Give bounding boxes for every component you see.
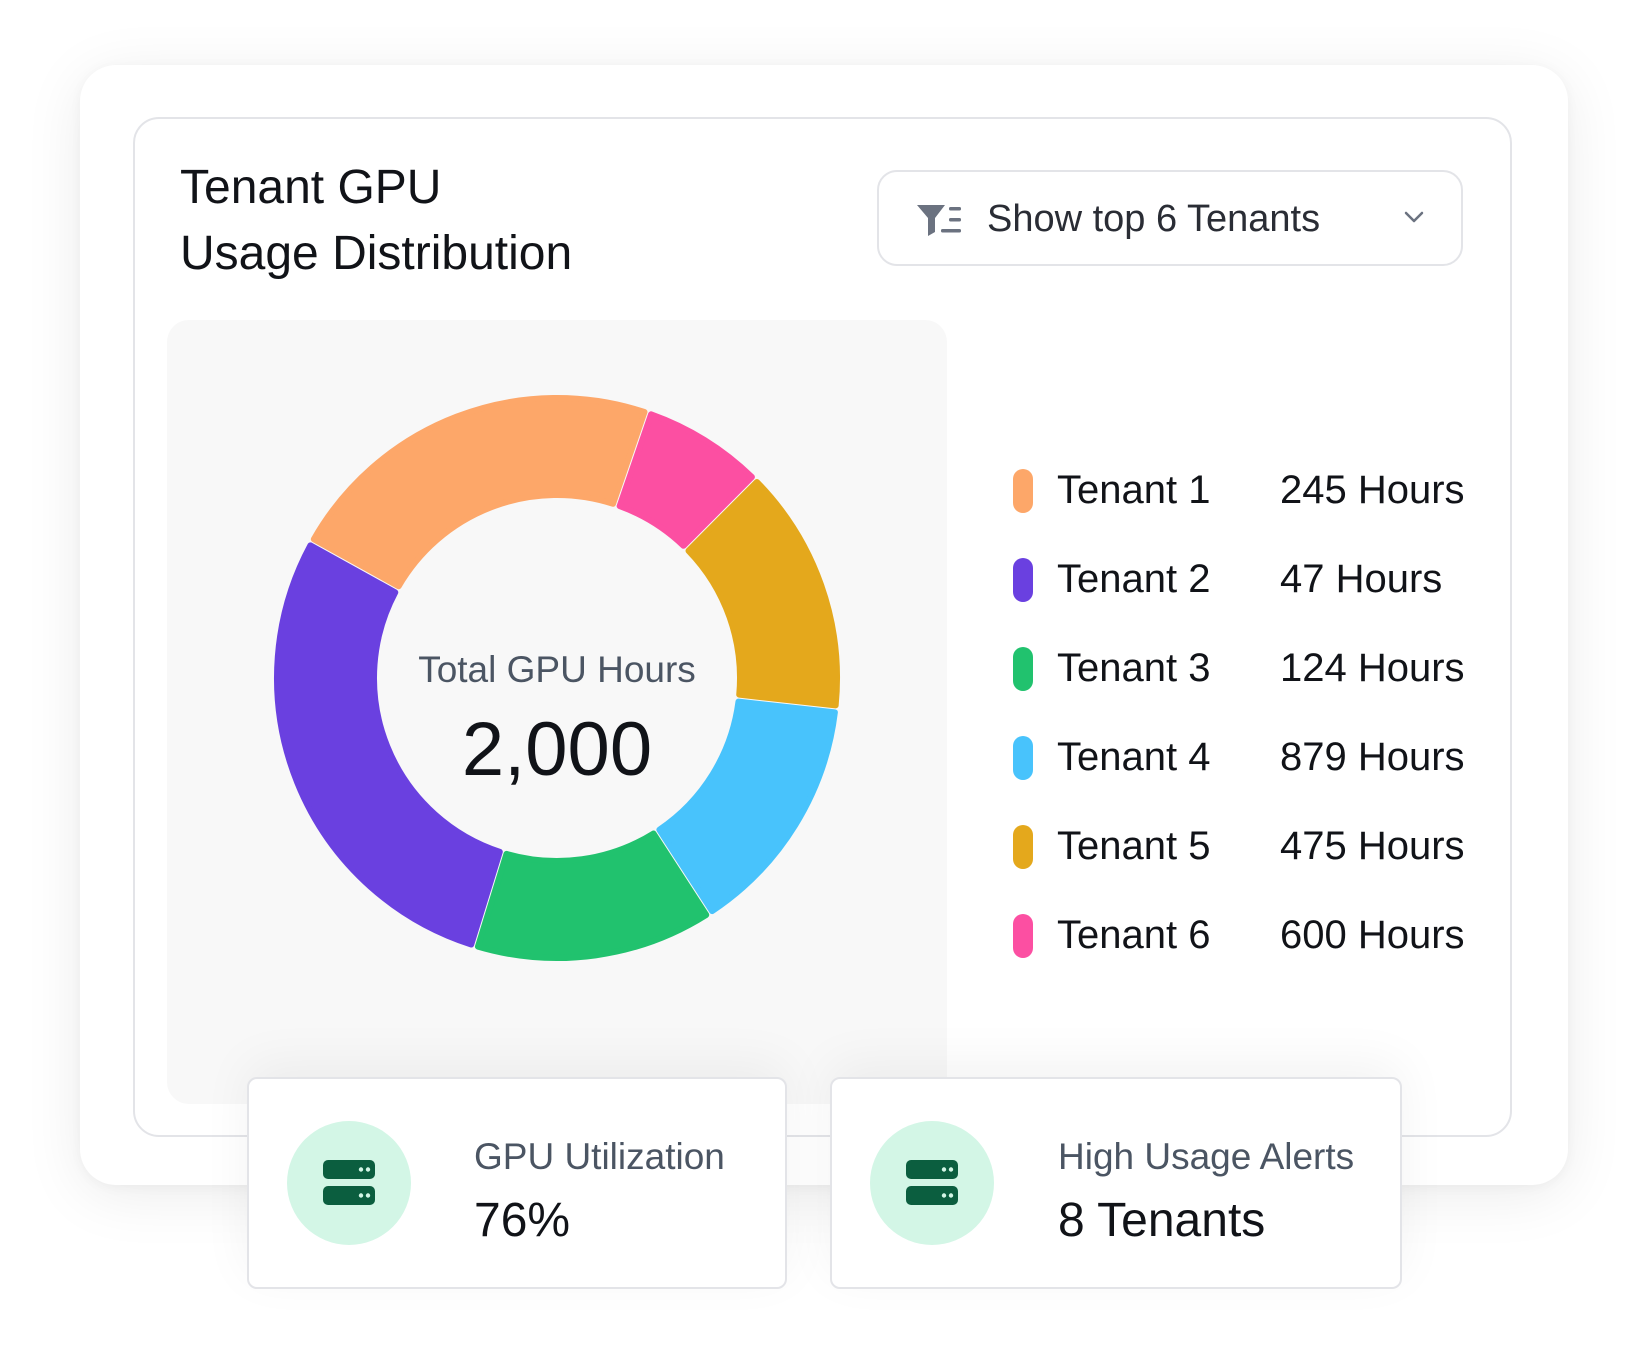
legend-value: 47 Hours <box>1280 557 1443 601</box>
legend-swatch <box>1013 558 1033 602</box>
legend-item: Tenant 3 124 Hours <box>1013 636 1493 725</box>
legend-value: 879 Hours <box>1280 735 1465 779</box>
gpu-utilization-value: 76% <box>474 1194 571 1247</box>
legend-value: 475 Hours <box>1280 824 1465 868</box>
total-gpu-hours-value: 2,000 <box>461 707 653 792</box>
donut-slice-tenant-6 <box>616 411 755 549</box>
high-usage-alerts-value: 8 Tenants <box>1058 1194 1266 1247</box>
legend-label: Tenant 1 <box>1057 468 1211 512</box>
card-title-line1: Tenant GPU <box>180 161 442 214</box>
legend-value: 245 Hours <box>1280 468 1465 512</box>
donut-slice-tenant-2 <box>274 542 503 948</box>
donut-slice-tenant-5 <box>685 478 840 709</box>
legend-label: Tenant 5 <box>1057 824 1211 868</box>
legend-item: Tenant 4 879 Hours <box>1013 725 1493 814</box>
legend-swatch <box>1013 736 1033 780</box>
server-icon-badge <box>287 1121 411 1245</box>
legend-value: 600 Hours <box>1280 913 1465 957</box>
legend-swatch <box>1013 914 1033 958</box>
legend-label: Tenant 4 <box>1057 735 1211 779</box>
donut-slice-tenant-4 <box>656 698 838 915</box>
donut-chart <box>274 395 840 961</box>
filter-list-icon <box>917 205 961 236</box>
donut-slice-tenant-3 <box>474 830 710 961</box>
high-usage-alerts-card: High Usage Alerts 8 Tenants <box>830 1077 1402 1289</box>
server-icon <box>323 1160 375 1205</box>
legend-value: 124 Hours <box>1280 646 1465 690</box>
top-tenants-dropdown[interactable]: Show top 6 Tenants <box>877 170 1463 266</box>
legend-label: Tenant 3 <box>1057 646 1211 690</box>
legend-swatch <box>1013 825 1033 869</box>
legend-label: Tenant 6 <box>1057 913 1211 957</box>
legend-item: Tenant 1 245 Hours <box>1013 458 1493 547</box>
donut-slice-tenant-1 <box>310 395 648 590</box>
card-title: Tenant GPU Usage Distribution <box>180 155 700 287</box>
legend-swatch <box>1013 647 1033 691</box>
gpu-utilization-label: GPU Utilization <box>474 1136 725 1177</box>
legend-item: Tenant 2 47 Hours <box>1013 547 1493 636</box>
high-usage-alerts-label: High Usage Alerts <box>1058 1136 1355 1177</box>
total-gpu-hours-label: Total GPU Hours <box>418 649 696 690</box>
chart-legend: Tenant 1 245 Hours Tenant 2 47 Hours Ten… <box>1013 458 1493 992</box>
legend-swatch <box>1013 469 1033 513</box>
card-title-line2: Usage Distribution <box>180 227 573 280</box>
dropdown-label: Show top 6 Tenants <box>987 198 1321 240</box>
legend-label: Tenant 2 <box>1057 557 1211 601</box>
server-icon-badge <box>870 1121 994 1245</box>
server-icon <box>906 1160 958 1205</box>
gpu-utilization-card: GPU Utilization 76% <box>247 1077 787 1289</box>
legend-item: Tenant 5 475 Hours <box>1013 814 1493 903</box>
legend-item: Tenant 6 600 Hours <box>1013 903 1493 992</box>
chevron-down-icon <box>1404 211 1424 223</box>
